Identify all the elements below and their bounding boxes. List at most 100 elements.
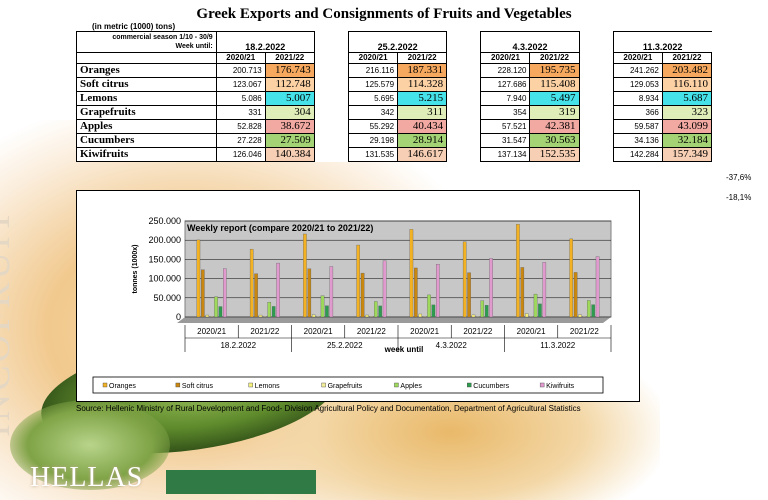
bar-kiwifruits (223, 268, 227, 318)
logo-badge (166, 470, 316, 494)
bar-oranges (303, 233, 307, 318)
value-cell: 5.007 (264, 91, 315, 106)
y-tick-label: 200.000 (148, 235, 181, 245)
bar-cucumbers (591, 304, 595, 318)
value-cell: 31.547 (480, 133, 531, 148)
product-name: Oranges (76, 63, 217, 78)
value-cell: 123.067 (215, 77, 266, 92)
y-tick-label: 0 (176, 312, 181, 322)
x-tick-label: 2020/21 (410, 327, 439, 336)
bar-lemons (258, 314, 263, 318)
season-col: 2021/22 (264, 52, 315, 64)
weekly-chart: 0 50.000 100.000 150.000 200.000 250.000 tonne… (76, 190, 640, 402)
source-note: Source: Hellenic Ministry of Rural Devel… (76, 404, 581, 413)
value-cell: 7.940 (480, 91, 531, 106)
y-tick-label: 150.000 (148, 254, 181, 264)
bar-lemons (524, 313, 529, 318)
legend-label: Oranges (109, 383, 136, 390)
bar-cucumbers (271, 306, 276, 318)
value-cell: 116.110 (661, 77, 713, 92)
x-axis-label: week until (384, 345, 424, 354)
value-cell: 55.292 (348, 119, 399, 134)
bar-kiwifruits (595, 256, 600, 318)
legend-label: Kiwifruits (546, 383, 575, 390)
bar-soft-citrus (254, 273, 258, 318)
bar-cucumbers (538, 303, 542, 318)
date-header: 25.2.2022 (348, 31, 447, 53)
bar-kiwifruits (382, 260, 387, 318)
bar-lemons (365, 314, 369, 318)
y-tick-label: 50.000 (153, 293, 181, 303)
x-group-label: 11.3.2022 (540, 341, 576, 350)
table-row: Cucumbers 27.228 27.509 29.198 28.914 31.547 3… (76, 133, 713, 148)
x-tick-label: 2020/21 (304, 327, 333, 336)
date-header: 11.3.2022 (613, 31, 712, 53)
bar-grapefruits (263, 316, 267, 318)
x-group-label: 4.3.2022 (436, 341, 468, 350)
legend-label: Grapefruits (328, 383, 363, 390)
bar-apples (533, 293, 538, 318)
bar-apples (320, 295, 325, 318)
value-cell: 146.617 (397, 147, 448, 162)
value-cell: 40.434 (397, 119, 448, 134)
side-percentage: -37,6% (726, 173, 752, 182)
product-name: Kiwifruits (76, 147, 217, 162)
season-header: commercial season 1/10 - 30/9 Week until: (76, 31, 217, 53)
value-cell: 5.086 (215, 91, 266, 106)
x-tick-label: 2020/21 (197, 327, 226, 336)
bar-oranges (356, 244, 360, 318)
page-title: Greek Exports and Consignments of Fruits… (196, 6, 572, 22)
value-cell: 331 (215, 105, 266, 120)
table-row: Apples 52.828 38.672 55.292 40.434 57.521 42.3… (76, 119, 713, 134)
y-tick-label: 100.000 (148, 274, 181, 284)
x-tick-label: 2021/22 (357, 327, 386, 336)
bar-soft-citrus (201, 269, 205, 318)
value-cell: 195.735 (529, 63, 580, 78)
value-cell: 241.262 (612, 63, 663, 78)
value-cell: 28.914 (397, 133, 448, 148)
value-cell: 29.198 (348, 133, 399, 148)
bar-oranges (516, 224, 520, 318)
bar-apples (587, 300, 591, 318)
bar-oranges (569, 238, 573, 318)
bar-cucumbers (431, 304, 436, 318)
value-cell: 187.331 (397, 63, 448, 78)
value-cell: 319 (529, 105, 580, 120)
value-cell: 5.497 (529, 91, 580, 106)
legend-swatch (394, 382, 399, 388)
value-cell: 228.120 (480, 63, 531, 78)
chart-title: Weekly report (compare 2020/21 to 2021/2… (187, 223, 373, 233)
value-cell: 125.579 (348, 77, 399, 92)
legend-label: Soft citrus (182, 383, 214, 390)
legend-swatch (248, 382, 253, 388)
value-cell: 34.136 (612, 133, 663, 148)
bar-oranges (462, 241, 467, 318)
legend-label: Apples (400, 383, 422, 390)
value-cell: 140.384 (264, 147, 315, 162)
value-cell: 114.328 (397, 77, 448, 92)
bar-apples (374, 301, 378, 318)
bar-kiwifruits (436, 264, 440, 318)
bar-lemons (205, 314, 209, 318)
value-cell: 52.828 (215, 119, 266, 134)
value-cell: 323 (661, 105, 713, 120)
season-col: 2021/22 (529, 52, 580, 64)
bar-kiwifruits (542, 262, 547, 318)
product-name: Cucumbers (76, 133, 217, 148)
x-tick-label: 2021/22 (250, 327, 279, 336)
legend-label: Cucumbers (473, 383, 509, 390)
product-name: Soft citrus (76, 77, 217, 92)
chart-svg: 0 50.000 100.000 150.000 200.000 250.000 tonne… (92, 216, 612, 394)
value-cell: 5.695 (348, 91, 399, 106)
x-group-label: 25.2.2022 (327, 341, 363, 350)
legend-swatch (321, 382, 326, 388)
bar-apples (480, 300, 485, 318)
value-cell: 129.053 (612, 77, 663, 92)
bar-grapefruits (316, 316, 320, 318)
value-cell: 43.099 (661, 119, 713, 134)
bar-cucumbers (378, 305, 382, 318)
y-axis-label: tonnes (1000x) (132, 244, 139, 293)
bar-oranges (249, 248, 254, 318)
bar-kiwifruits (276, 262, 280, 318)
x-group-label: 18.2.2022 (220, 341, 256, 350)
